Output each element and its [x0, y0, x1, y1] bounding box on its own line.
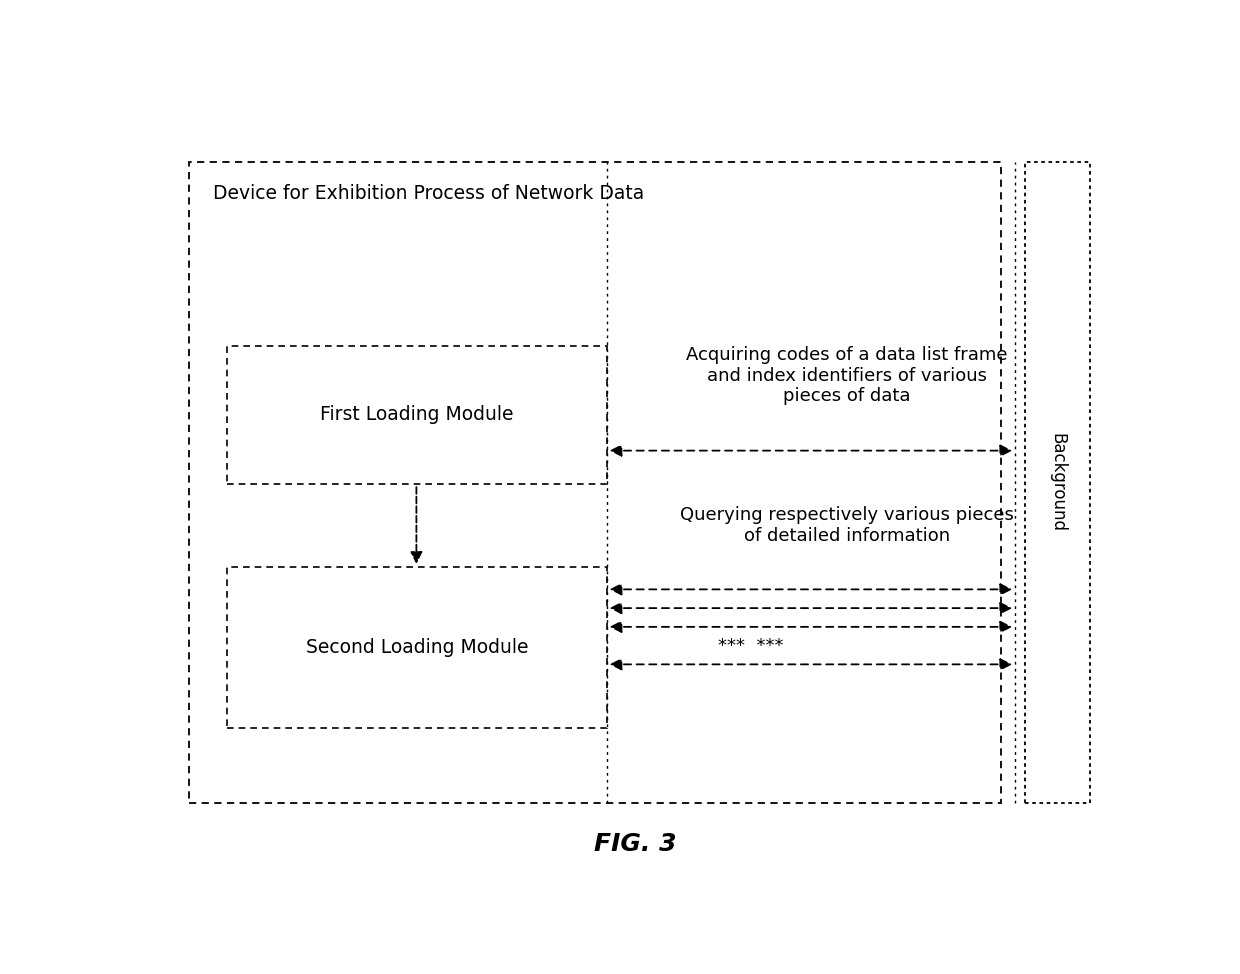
- Bar: [227, 567, 606, 729]
- Text: Second Loading Module: Second Loading Module: [305, 638, 528, 657]
- Bar: [227, 346, 606, 484]
- Text: Device for Exhibition Process of Network Data: Device for Exhibition Process of Network…: [213, 184, 644, 204]
- Text: First Loading Module: First Loading Module: [320, 405, 513, 425]
- Bar: [188, 162, 1001, 804]
- Text: Querying respectively various pieces
of detailed information: Querying respectively various pieces of …: [680, 506, 1014, 545]
- Text: ***  ***: *** ***: [718, 637, 784, 655]
- Text: Background: Background: [1048, 433, 1066, 532]
- Bar: [1024, 162, 1090, 804]
- Text: FIG. 3: FIG. 3: [594, 833, 677, 856]
- Text: Acquiring codes of a data list frame
and index identifiers of various
pieces of : Acquiring codes of a data list frame and…: [686, 346, 1008, 405]
